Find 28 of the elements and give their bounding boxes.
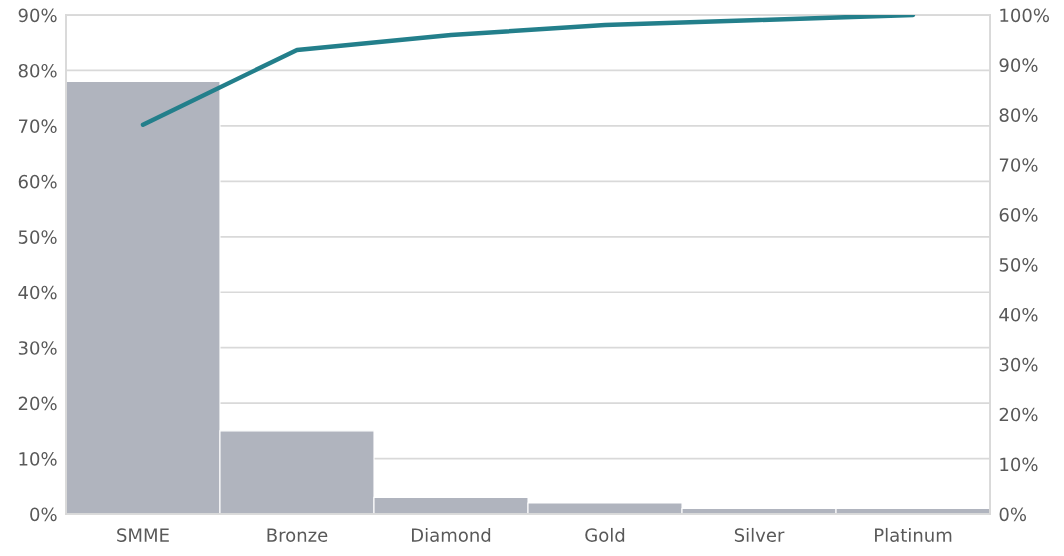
line-series	[140, 15, 916, 128]
x-tick-label: Platinum	[875, 527, 952, 542]
y2-tick-label: 90%	[999, 58, 1038, 73]
y2-tick-label: 60%	[999, 208, 1038, 222]
y-tick-label: 50%	[18, 230, 57, 244]
y2-tick-label: 100%	[1000, 8, 1050, 23]
x-tick-label: Gold	[585, 527, 625, 542]
y2-tick-label: 0%	[999, 507, 1027, 522]
x-tick-label: Silver	[734, 527, 785, 542]
y-tick-label: 70%	[18, 119, 57, 134]
y-tick-label: 40%	[18, 285, 57, 300]
y-tick-label: 80%	[18, 63, 57, 78]
y2-tick-label: 80%	[999, 108, 1038, 122]
y2-tick-label: 40%	[999, 307, 1038, 322]
y-tick-label: 90%	[18, 8, 57, 23]
y-tick-label: 0%	[30, 507, 57, 522]
y-tick-label: 20%	[18, 396, 57, 411]
x-tick-label: SMME	[117, 528, 169, 542]
y2-tick-label: 50%	[999, 257, 1038, 272]
y2-tick-label: 70%	[999, 158, 1038, 172]
x-tick-label: Diamond	[412, 527, 491, 542]
x-tick-label: Bronze	[267, 528, 328, 542]
y-tick-label: 10%	[19, 452, 57, 466]
y-tick-label: 60%	[18, 174, 57, 189]
y2-tick-label: 20%	[999, 407, 1038, 422]
y-tick-label: 30%	[18, 341, 57, 355]
y2-tick-label: 30%	[999, 357, 1038, 372]
y2-tick-label: 10%	[1000, 457, 1038, 472]
